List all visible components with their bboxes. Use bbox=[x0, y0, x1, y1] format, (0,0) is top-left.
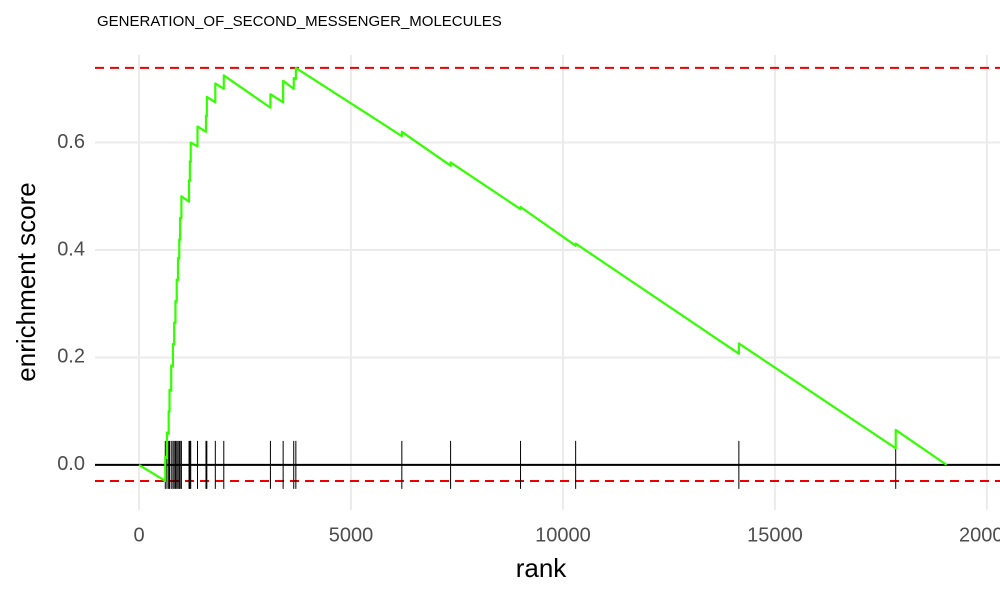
y-tick-label: 0.6 bbox=[57, 131, 85, 153]
y-tick-label: 0.2 bbox=[57, 346, 85, 368]
x-tick-label: 15000 bbox=[747, 524, 803, 546]
enrichment-line bbox=[138, 66, 948, 483]
chart-title: GENERATION_OF_SECOND_MESSENGER_MOLECULES bbox=[97, 13, 502, 30]
x-tick-label: 5000 bbox=[329, 524, 374, 546]
x-axis-title: rank bbox=[516, 553, 568, 583]
y-axis-title: enrichment score bbox=[11, 182, 41, 381]
y-tick-label: 0.4 bbox=[57, 238, 85, 260]
x-tick-label: 20000 bbox=[959, 524, 1000, 546]
x-tick-label: 10000 bbox=[535, 524, 591, 546]
x-tick-label: 0 bbox=[133, 524, 144, 546]
y-tick-label: 0.0 bbox=[57, 453, 85, 475]
